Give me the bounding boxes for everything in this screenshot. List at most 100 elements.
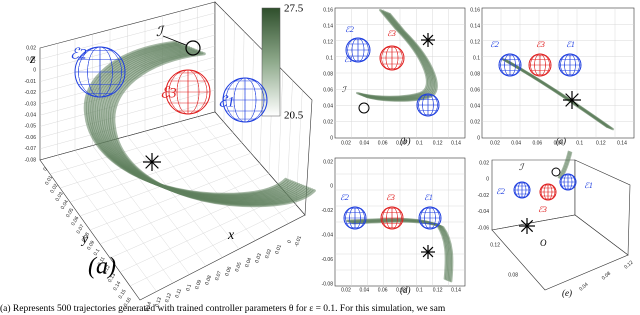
set-label: ℰ3 [387,29,396,38]
tick-label: -0.04 [478,209,490,215]
tick-label: -0.07 [25,146,37,152]
tick-label: 0.02 [323,119,333,125]
grid-line [99,173,270,245]
tick-label: 0.02 [470,119,480,125]
tick-label: -0.06 [478,225,490,231]
tick-label: 0.12 [623,260,634,271]
grid-line [39,78,216,127]
tick-label: 0 [33,68,36,74]
tick-label: 0.16 [123,296,133,308]
grid-line [119,194,288,273]
sphere-mesh [560,173,576,191]
panel-label: (e) [562,288,572,298]
tick-label: 0.1 [185,283,193,292]
tick-label: 0.02 [264,248,273,259]
tick-label: -0.04 [322,233,334,239]
caption: (a) Represents 500 trajectories generate… [0,303,446,314]
tick-label: 0.13 [154,296,163,307]
tick-label: 0.06 [323,87,333,93]
set-label: ℰ2 [490,40,499,49]
grid-line [144,131,240,250]
colorbar-max: 27.5 [284,3,304,15]
trajectory [558,150,571,179]
set-label: ℰ3 [538,205,547,214]
tick-label: 0.01 [274,244,283,255]
set-label: ℰ2 [496,187,505,196]
tick-label: 0 [486,177,489,183]
tick-label: 0.08 [323,71,333,77]
grid-line [223,11,225,123]
tick-label: -0.01 [294,235,304,248]
tick-label: 0.08 [396,140,406,146]
cross [422,34,434,46]
tick-label: 0 [330,135,333,141]
grid-line [127,135,223,258]
tick-label: 0.02 [479,160,489,166]
tick-label: 0.05 [65,207,75,219]
tick-label: 0.11 [174,288,183,299]
tick-label: 0.06 [532,140,542,146]
tick-label: 0.1 [93,248,102,257]
grid-line [277,70,284,185]
set-label: ℰ2 [345,25,354,34]
sphere-mesh [540,183,556,201]
init-label: ℐ [519,162,525,172]
colorbar-min: 20.5 [284,110,304,122]
cross [565,93,579,107]
tick-label: 0 [42,166,49,172]
sphere-mesh [345,206,365,230]
tick-label: 0 [330,184,333,190]
tick-label: 0.02 [26,45,36,51]
tick-label: 0.02 [323,159,333,165]
trajectory [559,151,572,180]
cross [145,155,159,169]
panel-a-grid [39,6,303,292]
trajectory [506,60,615,131]
tick-label: -0.03 [25,101,37,107]
set-label: ℰ2 [70,46,87,62]
grid-line [241,31,245,143]
sphere-mesh [530,53,550,77]
tick-label: 0.09 [194,279,203,290]
tick-label: 0.02 [341,140,351,146]
tick-label: 0 [477,135,480,141]
sphere-mesh [418,93,438,117]
trajectory [557,150,570,179]
grid-line [39,100,216,149]
tick-label: 0.08 [601,271,612,282]
cross [520,219,534,233]
tick-label: 0.04 [511,140,521,146]
set-label: ℰ3 [386,193,395,202]
tick-label: 0.04 [244,257,253,268]
tick-label: 0.04 [578,282,589,293]
tick-label: 0.02 [490,140,500,146]
cross [422,246,434,258]
tick-label: 0.04 [323,103,333,109]
tick-label: 0.03 [254,252,263,263]
axis-y: y [80,232,89,247]
tick-label: 0.1 [326,55,333,61]
tick-label: 0.06 [378,140,388,146]
tick-label: 0.04 [359,140,369,146]
tick-label: 0.16 [323,7,333,13]
floor [39,111,306,301]
origin-label: O [540,238,547,248]
tick-label: 0.1 [576,140,583,146]
panel-label: (b) [400,136,411,146]
panel-label: (a) [88,254,116,280]
tick-label: 0.12 [164,292,173,303]
grid-line [162,126,256,241]
sphere-mesh [382,206,402,230]
tick-label: 0.05 [234,261,243,272]
tick-label: -0.02 [478,193,490,199]
tick-label: 0.14 [323,23,333,29]
initial-set [358,102,370,114]
axis-x: x [227,228,235,243]
initial-set [185,40,201,56]
sphere-mesh [225,77,265,123]
tick-label: 0.04 [60,199,70,211]
sphere-mesh [514,181,530,199]
trajectory [365,12,438,102]
tick-label: -0.04 [25,113,37,119]
grid-line [286,80,293,195]
